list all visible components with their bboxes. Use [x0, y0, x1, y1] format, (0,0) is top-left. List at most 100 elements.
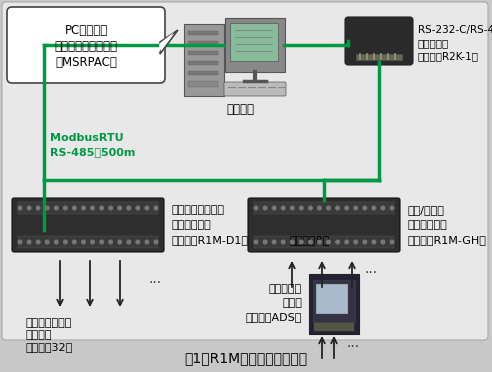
Circle shape: [308, 240, 312, 244]
Circle shape: [318, 240, 321, 244]
Text: パソコン: パソコン: [226, 103, 254, 116]
Text: 入力ユニット: 入力ユニット: [408, 220, 448, 230]
FancyBboxPatch shape: [254, 202, 394, 214]
Circle shape: [372, 206, 376, 210]
Circle shape: [45, 240, 49, 244]
Text: ···: ···: [364, 266, 377, 280]
Text: 図1　R1Mのシステム構成例: 図1 R1Mのシステム構成例: [184, 351, 308, 365]
Circle shape: [18, 206, 22, 210]
Circle shape: [363, 240, 367, 244]
Text: 配水流量9点: 配水流量9点: [306, 371, 346, 372]
Circle shape: [145, 240, 149, 244]
Text: PCレコーダ: PCレコーダ: [64, 23, 108, 36]
Circle shape: [91, 240, 94, 244]
Circle shape: [127, 240, 130, 244]
Circle shape: [381, 206, 385, 210]
FancyBboxPatch shape: [314, 323, 354, 331]
Circle shape: [281, 240, 285, 244]
Circle shape: [318, 206, 321, 210]
Circle shape: [91, 206, 94, 210]
FancyBboxPatch shape: [18, 202, 158, 214]
Text: （形式：R1M-D1）: （形式：R1M-D1）: [172, 235, 249, 245]
Circle shape: [354, 206, 358, 210]
Circle shape: [18, 240, 22, 244]
Circle shape: [27, 206, 31, 210]
Circle shape: [109, 240, 113, 244]
Text: ···: ···: [148, 276, 161, 290]
Text: 上限・下限など: 上限・下限など: [26, 318, 72, 328]
Circle shape: [372, 240, 376, 244]
Circle shape: [254, 206, 258, 210]
FancyBboxPatch shape: [345, 17, 413, 65]
Circle shape: [300, 206, 303, 210]
Circle shape: [263, 206, 267, 210]
Circle shape: [109, 206, 113, 210]
Circle shape: [100, 240, 103, 244]
Text: 配水流量8点: 配水流量8点: [290, 235, 330, 245]
Circle shape: [63, 206, 67, 210]
Text: 直流/熱電対: 直流/熱電対: [408, 205, 445, 215]
Text: ModbusRTU: ModbusRTU: [50, 133, 123, 143]
Circle shape: [118, 206, 122, 210]
Polygon shape: [159, 32, 174, 52]
FancyBboxPatch shape: [188, 51, 218, 55]
Circle shape: [327, 240, 330, 244]
Text: （形式：ADS）: （形式：ADS）: [246, 312, 302, 322]
Circle shape: [390, 240, 394, 244]
Circle shape: [27, 240, 31, 244]
FancyBboxPatch shape: [254, 236, 394, 248]
Text: 出力ユニット: 出力ユニット: [172, 220, 212, 230]
FancyBboxPatch shape: [309, 274, 359, 334]
FancyBboxPatch shape: [316, 284, 348, 314]
Circle shape: [63, 240, 67, 244]
Circle shape: [100, 206, 103, 210]
Circle shape: [55, 206, 58, 210]
FancyBboxPatch shape: [7, 7, 165, 83]
Text: （形式：R2K-1）: （形式：R2K-1）: [418, 51, 479, 61]
Circle shape: [136, 206, 140, 210]
Circle shape: [390, 206, 394, 210]
Circle shape: [273, 206, 276, 210]
Circle shape: [336, 206, 339, 210]
Circle shape: [354, 240, 358, 244]
Text: 総合支援パッケージ: 総合支援パッケージ: [55, 39, 118, 52]
Circle shape: [345, 240, 348, 244]
FancyBboxPatch shape: [12, 198, 164, 252]
Circle shape: [290, 240, 294, 244]
FancyBboxPatch shape: [18, 236, 158, 248]
Circle shape: [281, 206, 285, 210]
FancyBboxPatch shape: [188, 31, 218, 35]
Circle shape: [73, 206, 76, 210]
Circle shape: [127, 206, 130, 210]
FancyBboxPatch shape: [356, 54, 402, 60]
Circle shape: [300, 240, 303, 244]
Text: アナログ式: アナログ式: [269, 284, 302, 294]
Circle shape: [36, 206, 40, 210]
Circle shape: [82, 240, 85, 244]
Circle shape: [363, 206, 367, 210]
FancyBboxPatch shape: [188, 41, 218, 45]
FancyBboxPatch shape: [184, 24, 224, 96]
Circle shape: [45, 206, 49, 210]
FancyBboxPatch shape: [188, 71, 218, 75]
FancyBboxPatch shape: [225, 18, 285, 72]
Text: （MSRPAC）: （MSRPAC）: [55, 55, 117, 68]
Circle shape: [381, 240, 385, 244]
Circle shape: [154, 240, 158, 244]
Text: 各種警報: 各種警報: [26, 330, 53, 340]
FancyBboxPatch shape: [2, 2, 488, 340]
Circle shape: [36, 240, 40, 244]
Circle shape: [82, 206, 85, 210]
Text: ···: ···: [346, 340, 359, 354]
Text: （形式：R1M-GH）: （形式：R1M-GH）: [408, 235, 487, 245]
Circle shape: [136, 240, 140, 244]
Text: コンバータ: コンバータ: [418, 38, 449, 48]
Circle shape: [145, 206, 149, 210]
Circle shape: [263, 240, 267, 244]
FancyBboxPatch shape: [230, 23, 278, 61]
Text: RS-485　500m: RS-485 500m: [50, 147, 135, 157]
FancyBboxPatch shape: [224, 82, 286, 96]
Text: 加算器: 加算器: [282, 298, 302, 308]
Text: 接点出力32点: 接点出力32点: [26, 342, 73, 352]
Circle shape: [273, 240, 276, 244]
